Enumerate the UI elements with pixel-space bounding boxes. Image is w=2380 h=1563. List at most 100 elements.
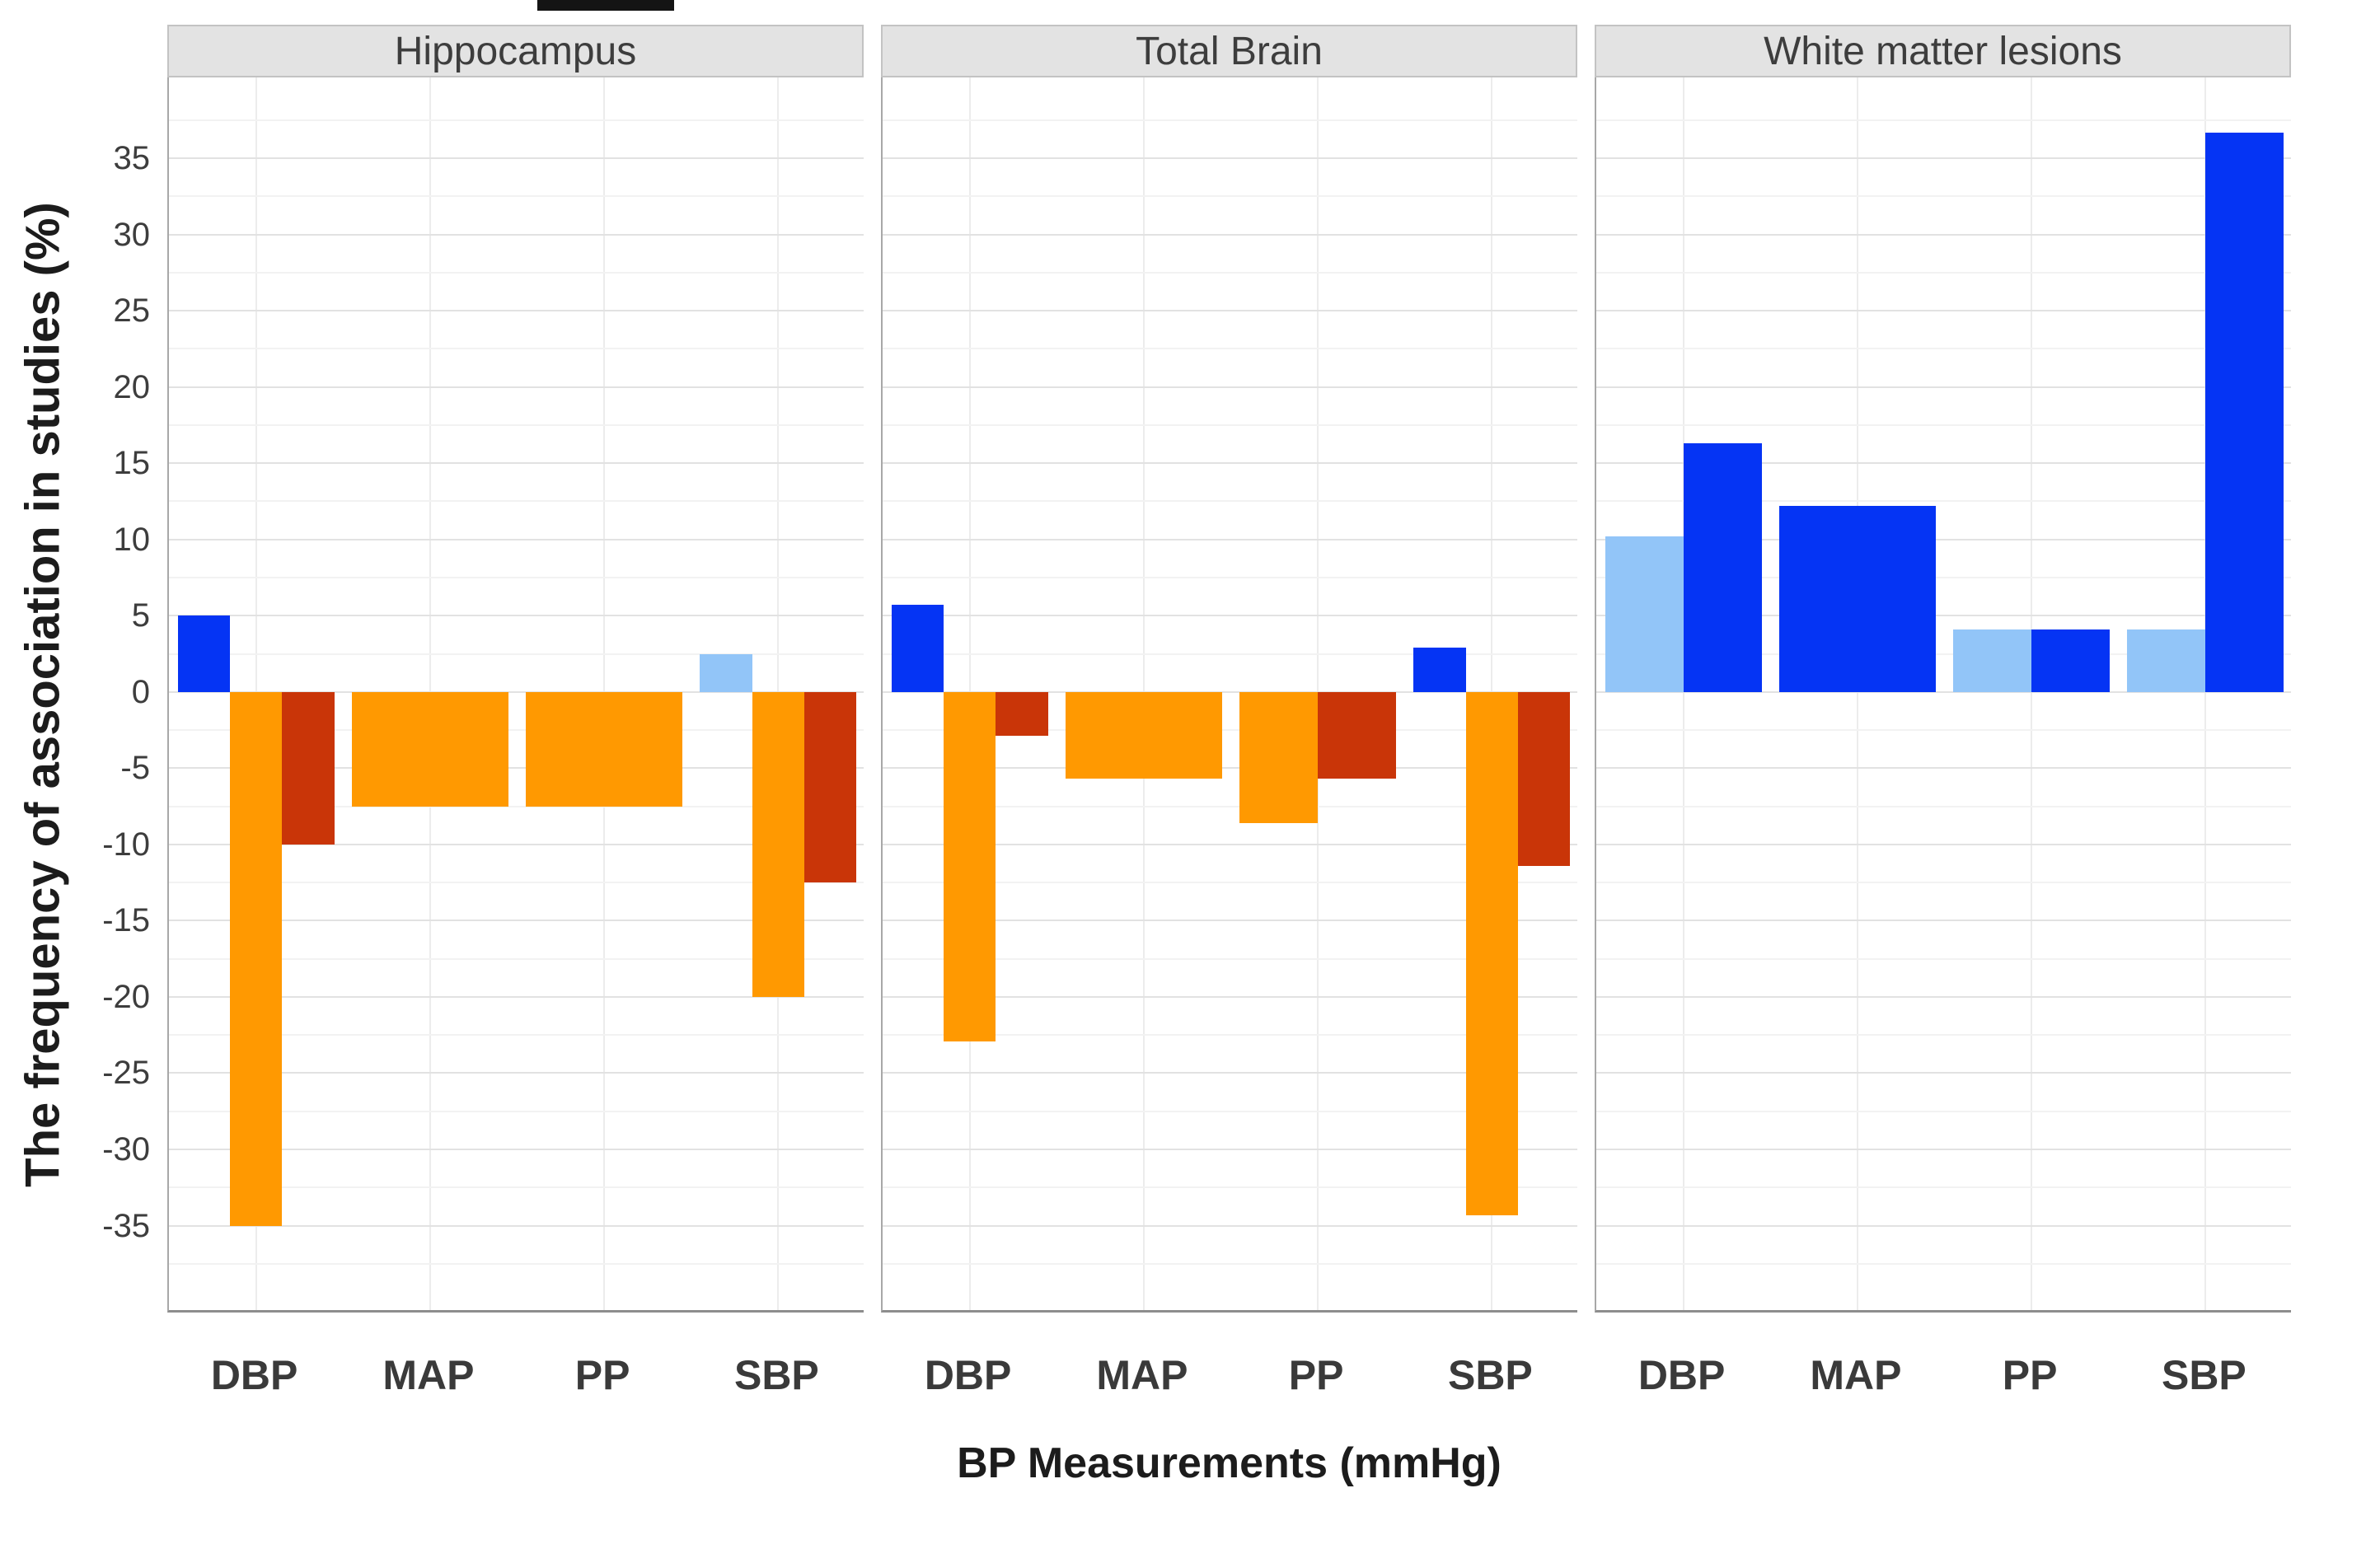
major-gridline	[169, 690, 864, 693]
minor-gridline	[883, 500, 1577, 503]
minor-gridline	[1596, 271, 2291, 274]
bar-map-neg_ns	[351, 691, 508, 807]
minor-gridline	[883, 1110, 1577, 1112]
minor-gridline	[169, 500, 864, 503]
minor-gridline	[1596, 653, 2291, 655]
minor-gridline	[1596, 1262, 2291, 1265]
minor-gridline	[1596, 424, 2291, 426]
minor-gridline	[1596, 500, 2291, 503]
bar-sbp-pos_ns	[2127, 629, 2206, 692]
y-tick-label: 25	[113, 292, 151, 330]
y-tick-label: -5	[120, 750, 150, 787]
bar-map-pos_s	[1778, 506, 1936, 692]
panel-header-1: Total Brain	[881, 25, 1577, 77]
major-gridline	[169, 920, 864, 922]
bar-sbp-neg_ns	[1465, 691, 1519, 1215]
y-tick-label: 10	[113, 521, 151, 558]
y-tick-label: -20	[102, 978, 150, 1015]
x-category-label-map: MAP	[1810, 1352, 1902, 1398]
minor-gridline	[883, 195, 1577, 198]
major-gridline	[169, 615, 864, 617]
bar-map-neg_ns	[1065, 691, 1222, 779]
minor-gridline	[169, 805, 864, 807]
minor-gridline	[1596, 957, 2291, 960]
major-gridline	[169, 1072, 864, 1074]
major-gridline	[1596, 1072, 2291, 1074]
major-gridline	[1596, 690, 2291, 693]
major-gridline	[1596, 843, 2291, 845]
bar-sbp-neg_ns	[752, 691, 805, 997]
y-tick-label: 20	[113, 368, 151, 405]
y-tick-label: 35	[113, 140, 151, 177]
major-gridline	[1596, 767, 2291, 770]
minor-gridline	[169, 195, 864, 198]
bar-dbp-neg_ns	[229, 691, 283, 1226]
major-gridline	[169, 157, 864, 160]
major-gridline	[169, 233, 864, 236]
minor-gridline	[169, 1110, 864, 1112]
minor-gridline	[883, 729, 1577, 732]
vertical-gridline	[1856, 77, 1858, 1310]
minor-gridline	[883, 1262, 1577, 1265]
major-gridline	[1596, 462, 2291, 465]
major-gridline	[883, 767, 1577, 770]
vertical-gridline	[1682, 77, 1684, 1310]
bar-pp-neg_s	[1318, 691, 1397, 779]
bar-pp-pos_ns	[1953, 629, 2032, 692]
bar-sbp-pos_s	[1413, 648, 1466, 692]
major-gridline	[883, 995, 1577, 998]
minor-gridline	[883, 1034, 1577, 1037]
minor-gridline	[1596, 1186, 2291, 1189]
y-tick-label: 30	[113, 216, 151, 253]
minor-gridline	[169, 1262, 864, 1265]
minor-gridline	[883, 119, 1577, 121]
major-gridline	[883, 843, 1577, 845]
panel-plot-1	[881, 77, 1577, 1313]
major-gridline	[1596, 615, 2291, 617]
minor-gridline	[1596, 729, 2291, 732]
minor-gridline	[169, 577, 864, 578]
major-gridline	[883, 615, 1577, 617]
bar-dbp-neg_s	[996, 691, 1048, 737]
major-gridline	[883, 538, 1577, 540]
x-category-label-pp: PP	[1288, 1352, 1344, 1398]
y-tick-label: -30	[102, 1130, 150, 1168]
panel-header-2: White matter lesions	[1595, 25, 2291, 77]
bar-sbp-neg_s	[1518, 691, 1571, 866]
panel-plot-0	[167, 77, 864, 1313]
minor-gridline	[169, 653, 864, 655]
major-gridline	[169, 1148, 864, 1150]
bar-dbp-pos_s	[1683, 443, 1762, 692]
minor-gridline	[1596, 119, 2291, 121]
major-gridline	[169, 1224, 864, 1227]
major-gridline	[883, 310, 1577, 312]
bar-sbp-pos_s	[2205, 132, 2284, 692]
minor-gridline	[1596, 805, 2291, 807]
x-category-label-dbp: DBP	[210, 1352, 298, 1398]
x-category-label-map: MAP	[1096, 1352, 1188, 1398]
minor-gridline	[1596, 1110, 2291, 1112]
major-gridline	[1596, 995, 2291, 998]
minor-gridline	[169, 348, 864, 350]
minor-gridline	[169, 882, 864, 884]
minor-gridline	[883, 805, 1577, 807]
minor-gridline	[883, 348, 1577, 350]
major-gridline	[883, 920, 1577, 922]
minor-gridline	[883, 653, 1577, 655]
minor-gridline	[883, 577, 1577, 578]
major-gridline	[883, 1148, 1577, 1150]
major-gridline	[169, 843, 864, 845]
major-gridline	[1596, 1224, 2291, 1227]
major-gridline	[169, 310, 864, 312]
bar-dbp-pos_ns	[1605, 536, 1684, 692]
minor-gridline	[169, 271, 864, 274]
major-gridline	[1596, 1148, 2291, 1150]
y-tick-label: 5	[131, 597, 150, 634]
x-category-label-dbp: DBP	[1637, 1352, 1726, 1398]
minor-gridline	[883, 882, 1577, 884]
x-category-label-dbp: DBP	[924, 1352, 1012, 1398]
major-gridline	[883, 1072, 1577, 1074]
minor-gridline	[169, 119, 864, 121]
x-category-label-pp: PP	[574, 1352, 630, 1398]
